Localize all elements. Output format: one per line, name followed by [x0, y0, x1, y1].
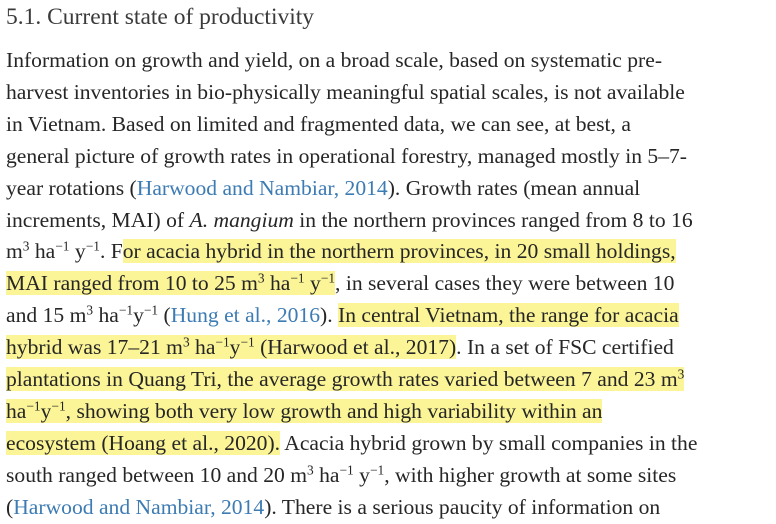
- text-run: harvest inventories in bio-physically me…: [6, 79, 685, 104]
- text-run: (: [158, 303, 171, 328]
- highlighted-text: y: [229, 335, 241, 360]
- highlighted-text: (Harwood et al., 2017): [254, 335, 457, 360]
- text-run: . F: [99, 239, 123, 264]
- section-heading: 5.1. Current state of productivity: [6, 4, 315, 30]
- citation-link[interactable]: Harwood and Nambiar, 2014: [136, 175, 388, 200]
- highlighted-text: or acacia hybrid in the northern provinc…: [122, 239, 676, 264]
- text-run: , with higher growth at some sites: [384, 462, 677, 487]
- text-line: south ranged between 10 and 20 m3 ha−1 y…: [6, 460, 776, 492]
- superscript: −1: [51, 398, 66, 414]
- text-run: Information on growth and yield, on a br…: [6, 48, 663, 72]
- text-run: y: [353, 462, 370, 487]
- highlighted-text: −1: [240, 334, 255, 360]
- superscript: 3: [257, 270, 265, 286]
- highlighted-text: −1: [290, 270, 305, 296]
- text-line: year rotations (Harwood and Nambiar, 201…: [6, 173, 776, 205]
- text-run: , in several cases they were between 10: [335, 271, 675, 296]
- citation-link[interactable]: Hung et al., 2016: [170, 303, 321, 328]
- highlighted-text: hybrid was 17–21 m: [6, 335, 183, 360]
- body-paragraph: Information on growth and yield, on a br…: [6, 45, 776, 524]
- text-run: ).: [320, 303, 339, 328]
- text-line: and 15 m3 ha−1y−1 (Hung et al., 2016). I…: [6, 300, 776, 332]
- superscript: −1: [118, 302, 134, 318]
- superscript: −1: [26, 398, 41, 414]
- highlighted-text: −1: [26, 398, 41, 423]
- superscript: −1: [290, 270, 305, 286]
- highlighted-text: 3: [257, 270, 265, 296]
- text-run: y: [69, 239, 86, 264]
- text-line: MAI ranged from 10 to 25 m3 ha−1 y−1, in…: [6, 268, 776, 300]
- text-run: in the northern provinces ranged from 8 …: [293, 207, 693, 232]
- superscript: −1: [339, 462, 354, 478]
- text-run: ). Growth rates (mean annual: [387, 175, 641, 200]
- text-run: year rotations (: [6, 175, 137, 200]
- superscript: 3: [86, 302, 94, 318]
- highlighted-text: In central Vietnam, the range for acacia: [338, 303, 679, 328]
- highlighted-text: ecosystem (Hoang et al., 2020).: [6, 430, 281, 455]
- superscript: −1: [55, 239, 70, 255]
- text-run: Acacia hybrid grown by small companies i…: [280, 430, 698, 455]
- text-line: plantations in Quang Tri, the average gr…: [6, 364, 776, 396]
- text-line: m3 ha−1 y−1. For acacia hybrid in the no…: [6, 236, 776, 268]
- text-run: (: [6, 494, 14, 519]
- text-run: south ranged between 10 and 20 m: [6, 462, 308, 487]
- text-run: . In a set of FSC certified: [456, 335, 674, 360]
- text-line: ha−1y−1, showing both very low growth an…: [6, 396, 776, 428]
- superscript: 3: [182, 334, 190, 350]
- superscript: −1: [85, 239, 100, 255]
- highlighted-text: ha: [6, 398, 27, 423]
- highlighted-text: ha: [189, 335, 216, 360]
- highlighted-text: −1: [215, 334, 230, 360]
- highlighted-text: 3: [182, 334, 190, 360]
- text-line: in Vietnam. Based on limited and fragmen…: [6, 109, 776, 141]
- text-run: m: [6, 239, 23, 264]
- text-run: ha: [93, 303, 119, 328]
- species-name: A. mangium: [189, 207, 294, 232]
- highlighted-text: 3: [677, 366, 685, 392]
- text-run: ). There is a serious paucity of informa…: [264, 494, 661, 519]
- superscript: 3: [22, 239, 30, 255]
- text-run: general picture of growth rates in opera…: [6, 143, 687, 168]
- text-line: Information on growth and yield, on a br…: [6, 45, 776, 77]
- superscript: 3: [307, 462, 314, 478]
- text-run: increments, MAI) of: [6, 207, 190, 232]
- highlighted-text: MAI ranged from 10 to 25 m: [6, 271, 258, 296]
- text-run: in Vietnam. Based on limited and fragmen…: [6, 111, 631, 136]
- text-run: ha: [29, 239, 56, 264]
- highlighted-text: −1: [51, 398, 66, 423]
- text-line: hybrid was 17–21 m3 ha−1y−1 (Harwood et …: [6, 332, 776, 364]
- superscript: −1: [215, 334, 230, 350]
- highlighted-text: y: [304, 271, 321, 296]
- highlighted-text: ha: [264, 271, 291, 296]
- superscript: 3: [677, 366, 685, 382]
- text-line: (Harwood and Nambiar, 2014). There is a …: [6, 492, 776, 524]
- highlighted-text: , showing both very low growth and high …: [65, 398, 603, 423]
- superscript: −1: [369, 462, 385, 478]
- text-line: ecosystem (Hoang et al., 2020). Acacia h…: [6, 428, 776, 460]
- superscript: −1: [240, 334, 255, 350]
- superscript: −1: [320, 270, 336, 286]
- text-run: ha: [313, 462, 340, 487]
- text-line: general picture of growth rates in opera…: [6, 141, 776, 173]
- superscript: −1: [143, 302, 159, 318]
- highlighted-text: plantations in Quang Tri, the average gr…: [6, 367, 678, 392]
- highlighted-text: −1: [320, 270, 336, 296]
- text-line: harvest inventories in bio-physically me…: [6, 77, 776, 109]
- text-run: and 15 m: [6, 303, 87, 328]
- text-line: increments, MAI) of A. mangium in the no…: [6, 205, 776, 237]
- highlighted-text: y: [40, 398, 52, 423]
- text-run: y: [133, 303, 144, 328]
- citation-link[interactable]: Harwood and Nambiar, 2014: [13, 494, 265, 519]
